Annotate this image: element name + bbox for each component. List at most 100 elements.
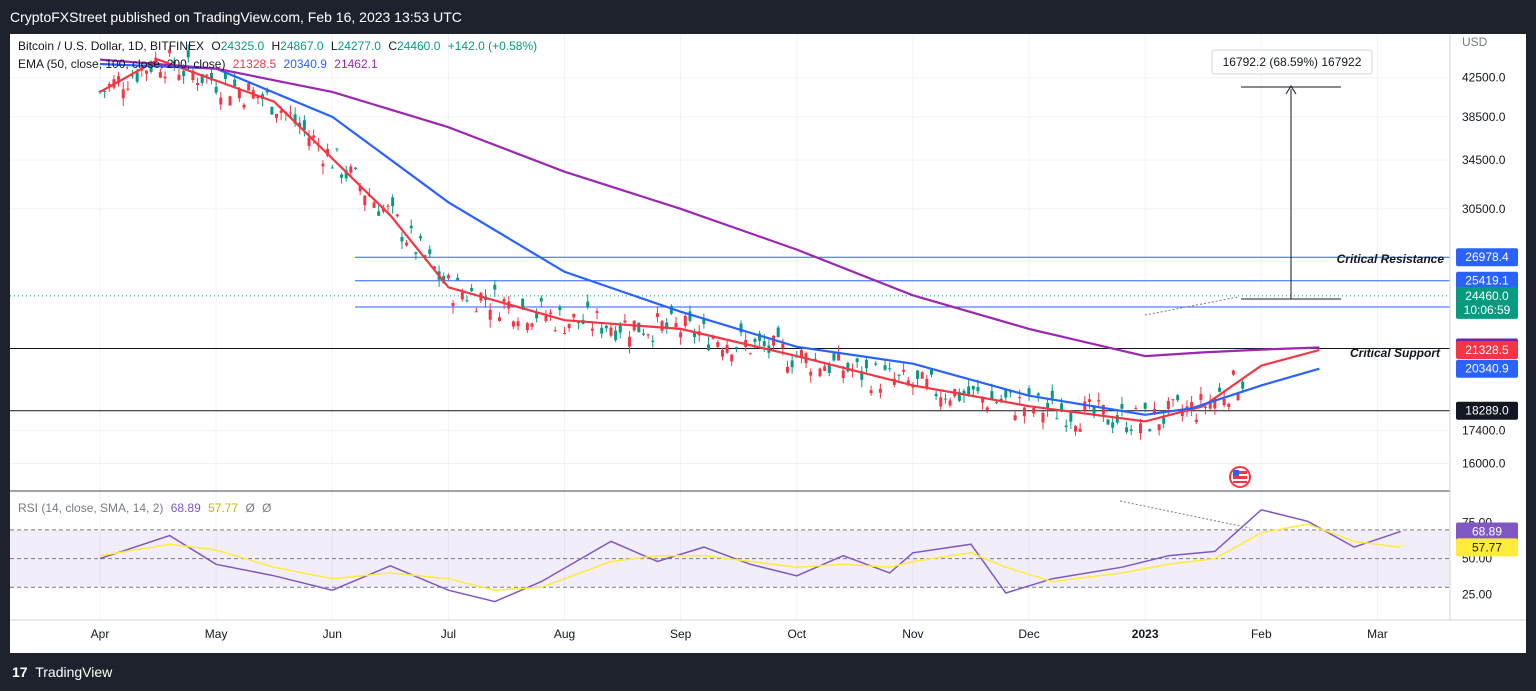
candle-body — [1236, 394, 1240, 401]
legend-c: 24460.0 — [397, 39, 441, 53]
candle-body — [618, 323, 622, 333]
candle-body — [358, 186, 362, 192]
price-badge-label: 20340.9 — [1465, 362, 1509, 376]
candle-body — [669, 305, 673, 314]
legend-rsi: RSI (14, close, SMA, 14, 2) 68.89 57.77 … — [18, 501, 272, 515]
candle-body — [651, 340, 655, 342]
candle-body — [730, 354, 734, 362]
candle-body — [172, 60, 176, 68]
candle-body — [874, 363, 878, 365]
candle-body — [307, 137, 311, 147]
candle-body — [363, 195, 367, 206]
x-tick-label: Apr — [91, 627, 110, 641]
candle-body — [1227, 403, 1231, 407]
candle-body — [971, 386, 975, 390]
x-tick-label: Sep — [670, 627, 692, 641]
candle-body — [790, 360, 794, 368]
candle-body — [135, 72, 139, 82]
candle-body — [377, 211, 381, 216]
candle-body — [1204, 406, 1208, 408]
candle-body — [353, 167, 357, 169]
candle-body — [502, 298, 506, 302]
candle-body — [177, 74, 181, 80]
axes: Apr May Jun Jul Aug Sep Oct Nov Dec 2023 Feb Mar USD… — [91, 35, 1518, 641]
candle-body — [312, 135, 316, 138]
candle-body — [1032, 408, 1036, 414]
candle-body — [1129, 429, 1133, 431]
candle-body — [967, 386, 971, 396]
price-badge — [1456, 286, 1518, 319]
candle-body — [916, 370, 920, 379]
candle-body — [405, 242, 409, 246]
candle-body — [739, 323, 743, 333]
candle-body — [1180, 411, 1184, 416]
candle-body — [558, 306, 562, 311]
candle-body — [223, 71, 227, 79]
candle-body — [1087, 399, 1091, 402]
candle-body — [1022, 407, 1026, 417]
price-chart[interactable]: Apr May Jun Jul Aug Sep Oct Nov Dec 2023 Feb Mar USD… — [10, 34, 1526, 653]
candle-body — [423, 255, 427, 257]
candle-body — [860, 371, 864, 380]
candle-body — [799, 350, 803, 357]
candles — [98, 44, 1245, 440]
legend-l-label: L — [331, 39, 338, 53]
candle-body — [628, 336, 632, 347]
candle-body — [1018, 397, 1022, 399]
candle-body — [326, 148, 330, 156]
candle-body — [572, 313, 576, 318]
legend-l: 24277.0 — [338, 39, 382, 53]
candle-body — [1139, 423, 1143, 434]
candle-body — [1060, 403, 1064, 412]
measure-tool[interactable]: 16792.2 (68.59%) 167922 — [1211, 49, 1373, 300]
flag-icon[interactable] — [1229, 466, 1251, 488]
candle-body — [688, 311, 692, 321]
legend-ph1: Ø — [245, 501, 254, 515]
levels — [10, 256, 1450, 412]
candle-body — [711, 337, 715, 339]
level-badge — [1456, 271, 1518, 290]
candle-body — [126, 88, 130, 90]
candle-body — [655, 313, 659, 318]
candle-body — [530, 323, 534, 327]
candle-body — [809, 371, 813, 376]
y-axis-label: USD — [1462, 35, 1488, 49]
candle-body — [107, 83, 111, 86]
candle-body — [758, 333, 762, 341]
candle-body — [158, 72, 162, 78]
candle-body — [734, 347, 738, 349]
rsi-badge-label: 57.77 — [1472, 540, 1502, 554]
candle-body — [976, 386, 980, 392]
candle-body — [1143, 402, 1147, 409]
price-badge — [1456, 341, 1518, 360]
candle-body — [493, 284, 497, 290]
level-badge — [1456, 248, 1518, 267]
candle-body — [702, 319, 706, 324]
candle-body — [456, 277, 460, 281]
candle-body — [535, 312, 539, 319]
candle-body — [1134, 408, 1138, 410]
candle-body — [470, 287, 474, 292]
footer: 17 TradingView — [0, 653, 1536, 691]
candle-body — [186, 50, 190, 58]
candle-body — [1050, 390, 1054, 399]
chart-area[interactable]: Apr May Jun Jul Aug Sep Oct Nov Dec 2023 Feb Mar USD… — [10, 34, 1526, 653]
candle-body — [1013, 415, 1017, 421]
candle-body — [149, 64, 153, 72]
candle-body — [985, 407, 989, 411]
candle-body — [103, 91, 107, 93]
candle-body — [1166, 400, 1170, 409]
candle-body — [897, 374, 901, 376]
candle-body — [521, 298, 525, 308]
candle-body — [1004, 388, 1008, 398]
candle-body — [665, 322, 669, 328]
candle-body — [586, 301, 590, 308]
y-tick-label: 17400.0 — [1462, 423, 1506, 437]
candle-body — [637, 322, 641, 333]
candle-body — [823, 366, 827, 371]
candle-body — [1041, 412, 1045, 423]
candle-body — [205, 74, 209, 76]
candle-body — [1194, 419, 1198, 422]
candle-body — [237, 89, 241, 99]
candle-body — [855, 358, 859, 363]
